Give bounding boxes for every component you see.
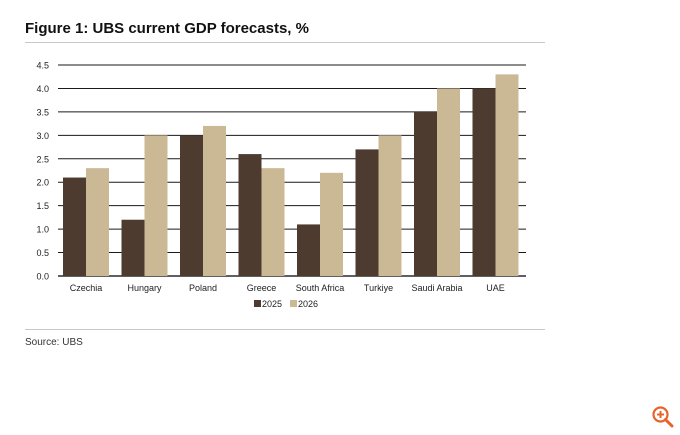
bar-2025: [355, 149, 379, 276]
x-tick-label: Saudi Arabia: [411, 283, 462, 293]
x-tick-label: Greece: [247, 283, 277, 293]
bar-2026: [203, 125, 226, 276]
y-tick-label: 0.5: [36, 248, 49, 258]
bar-2025: [238, 154, 262, 276]
y-tick-label: 2.5: [36, 154, 49, 164]
title-divider: [25, 42, 545, 43]
bar-2025: [297, 224, 320, 276]
x-tick-label: UAE: [486, 283, 505, 293]
bar-2025: [414, 111, 437, 276]
bar-2026: [437, 88, 460, 276]
y-tick-label: 4.5: [36, 61, 49, 71]
y-tick-label: 4.0: [36, 84, 49, 94]
y-tick-label: 3.5: [36, 107, 49, 117]
x-axis-ticks: Czechia Hungary Poland Greece South Africa Tu…: [70, 283, 505, 293]
footer-divider: [25, 329, 545, 330]
page-title: Figure 1: UBS current GDP forecasts, %: [25, 20, 309, 37]
bars: [63, 74, 519, 276]
source-note: Source: UBS: [25, 337, 83, 348]
bar-2025: [121, 219, 145, 276]
bar-2025: [180, 135, 203, 276]
x-tick-label: South Africa: [296, 283, 345, 293]
legend-label: 2026: [298, 299, 318, 309]
x-tick-label: Hungary: [127, 283, 162, 293]
bar-2026: [144, 135, 168, 276]
y-tick-label: 1.5: [36, 201, 49, 211]
bar-2026: [86, 168, 109, 276]
bar-2026: [495, 74, 519, 276]
legend-label: 2025: [262, 299, 282, 309]
y-tick-label: 0.0: [36, 272, 49, 282]
bar-2025: [63, 177, 86, 276]
bar-2025: [472, 88, 496, 276]
legend-swatch: [254, 300, 261, 307]
y-tick-label: 1.0: [36, 225, 49, 235]
legend-swatch: [290, 300, 297, 307]
x-tick-label: Poland: [189, 283, 217, 293]
x-tick-label: Czechia: [70, 283, 103, 293]
legend: 2025 2026: [254, 299, 318, 309]
bar-2026: [320, 172, 343, 276]
zoom-button[interactable]: [650, 404, 676, 430]
bar-2026: [261, 168, 285, 276]
bar-2026: [378, 135, 402, 276]
y-axis-ticks: 0.0 0.5 1.0 1.5 2.0 2.5 3.0 3.5 4.0 4.5: [36, 61, 49, 282]
y-tick-label: 2.0: [36, 178, 49, 188]
y-tick-label: 3.0: [36, 131, 49, 141]
x-tick-label: Turkiye: [364, 283, 393, 293]
zoom-in-icon: [652, 406, 674, 428]
